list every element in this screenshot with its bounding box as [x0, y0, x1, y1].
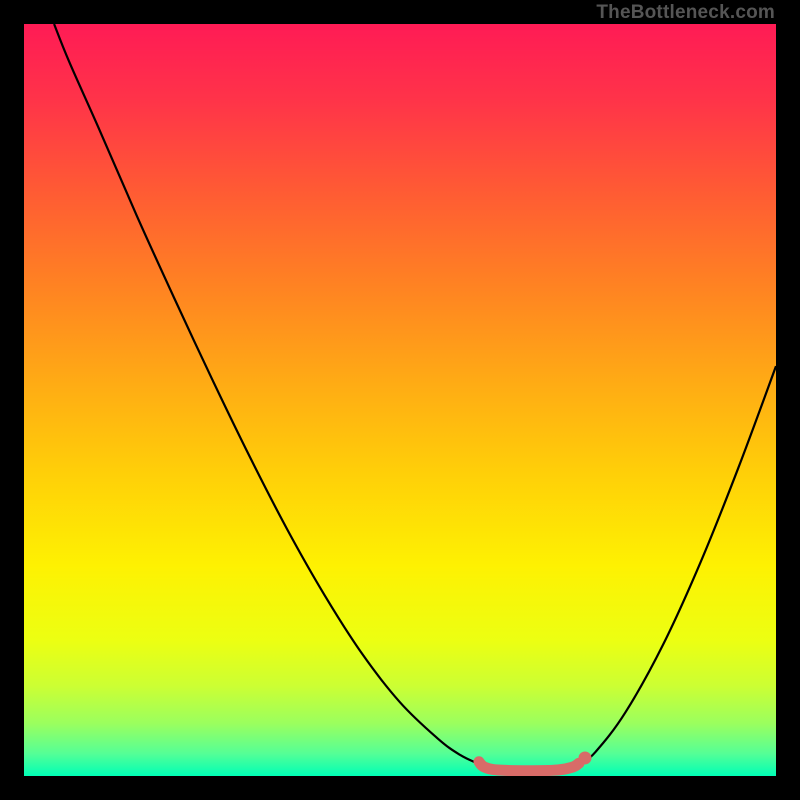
- watermark-text: TheBottleneck.com: [596, 2, 775, 24]
- chart-container: TheBottleneck.com: [0, 0, 800, 800]
- plot-area: [24, 24, 776, 776]
- bottleneck-curve: [24, 24, 776, 776]
